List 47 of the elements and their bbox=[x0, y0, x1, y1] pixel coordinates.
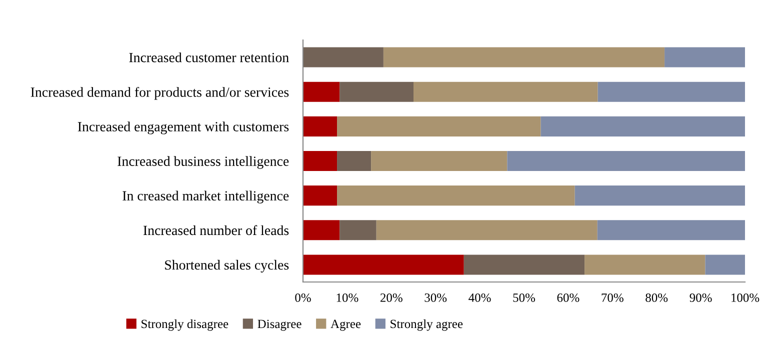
bar bbox=[303, 150, 338, 172]
x-tick-label: 20% bbox=[380, 293, 402, 302]
bar bbox=[574, 186, 745, 206]
x-tick-label: 40% bbox=[468, 293, 491, 302]
bar bbox=[540, 116, 745, 136]
y-tick-label: Increased demand for products and/or services bbox=[30, 86, 289, 100]
legend-label: Strongly agree bbox=[390, 319, 463, 331]
bar bbox=[584, 254, 706, 275]
bar bbox=[337, 186, 575, 206]
bar bbox=[597, 220, 745, 240]
bar bbox=[705, 254, 745, 275]
legend-label: Strongly disagree bbox=[142, 319, 228, 331]
x-tick-label: 90% bbox=[690, 293, 712, 302]
bar bbox=[303, 47, 384, 68]
y-tick-label: Increased engagement with customers bbox=[78, 122, 289, 134]
y-tick-label: Shortened sales cycles bbox=[165, 260, 289, 273]
bar bbox=[664, 47, 745, 68]
legend-label: Disagree bbox=[258, 320, 302, 331]
bar bbox=[340, 220, 376, 240]
bar bbox=[507, 150, 745, 172]
y-tick-label: Increased number of leads bbox=[143, 225, 289, 236]
bar bbox=[303, 186, 338, 206]
bar bbox=[371, 150, 508, 172]
x-tick-label: 70% bbox=[602, 293, 624, 302]
x-tick-label: 80% bbox=[646, 293, 668, 302]
x-tick-label: 100% bbox=[732, 293, 760, 302]
bar bbox=[383, 47, 665, 68]
bar bbox=[303, 220, 340, 240]
x-tick-label: 0% bbox=[295, 293, 311, 302]
bar bbox=[303, 254, 464, 275]
bar bbox=[303, 116, 338, 136]
bar bbox=[598, 82, 745, 102]
x-tick-label: 50% bbox=[513, 293, 536, 302]
x-tick-label: 10% bbox=[336, 293, 358, 302]
bar bbox=[303, 82, 340, 102]
bar bbox=[337, 116, 541, 136]
legend-label: Agree bbox=[330, 320, 361, 331]
y-tick-label: In creased market intelligence bbox=[122, 190, 289, 204]
bar bbox=[376, 220, 598, 240]
x-tick-label: 30% bbox=[424, 293, 447, 302]
bar bbox=[414, 82, 598, 102]
x-tick-label: 60% bbox=[557, 293, 580, 302]
bar bbox=[337, 150, 372, 172]
bar bbox=[340, 82, 414, 102]
bar bbox=[464, 254, 585, 275]
y-tick-label: Increased business intelligence bbox=[118, 156, 289, 169]
y-tick-label: Increased customer retention bbox=[129, 52, 289, 62]
